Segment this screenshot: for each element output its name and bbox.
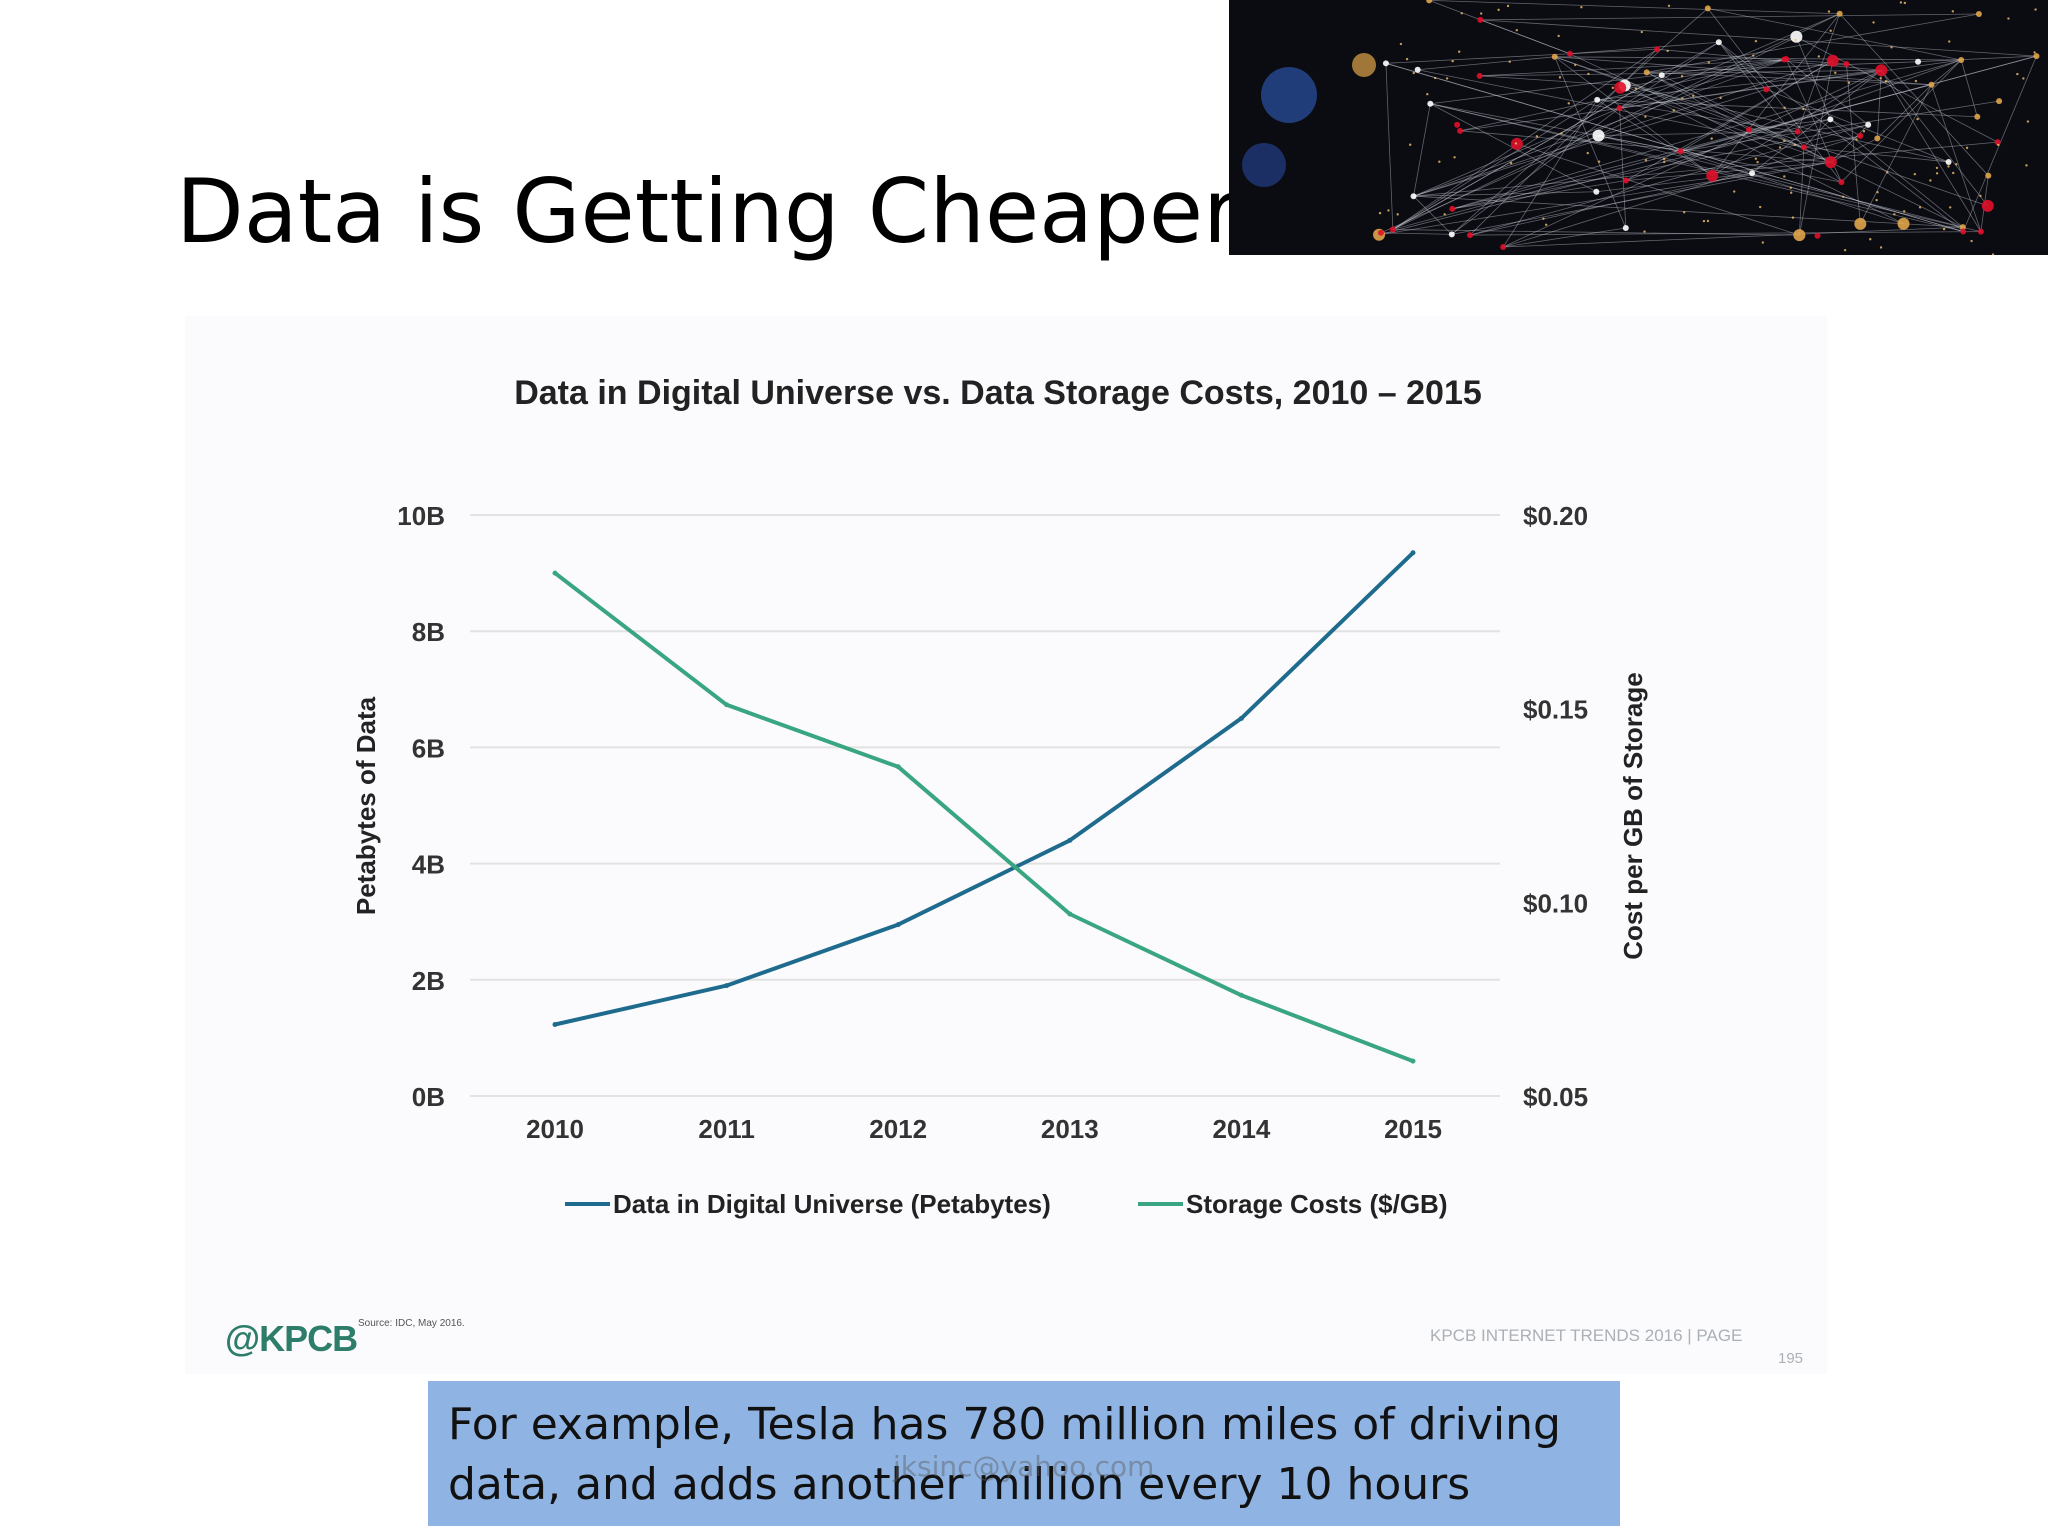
legend-label-data: Data in Digital Universe (Petabytes) — [613, 1189, 1051, 1219]
y-tick-label: 10B — [397, 501, 445, 531]
chart-title: Data in Digital Universe vs. Data Storag… — [514, 374, 1482, 412]
callout-text: For example, Tesla has 780 million miles… — [448, 1399, 1561, 1510]
watermark: jksinc@yahoo.com — [893, 1450, 1155, 1483]
data-point — [1410, 1058, 1416, 1064]
y-tick-label: 2B — [412, 966, 445, 996]
data-point — [895, 764, 901, 770]
data-point — [552, 1022, 558, 1028]
y2-tick-label: $0.20 — [1523, 501, 1588, 531]
y2-tick-label: $0.10 — [1523, 888, 1588, 918]
y-tick-label: 6B — [412, 733, 445, 763]
data-point — [1410, 550, 1416, 556]
series-line-storage — [553, 571, 1415, 1064]
data-point — [724, 983, 730, 989]
footer-brand-logo: @KPCB — [225, 1318, 358, 1359]
chart-panel: Data in Digital Universe vs. Data Storag… — [185, 316, 1827, 1374]
line-chart: Data in Digital Universe vs. Data Storag… — [351, 374, 1648, 1219]
data-point — [1238, 992, 1244, 998]
x-tick-label: 2010 — [526, 1114, 584, 1144]
x-tick-label: 2015 — [1384, 1114, 1442, 1144]
x-tick-label: 2011 — [698, 1114, 754, 1144]
slide-title: Data is Getting Cheaper — [176, 160, 1240, 263]
data-point — [1067, 837, 1073, 843]
data-point — [724, 702, 730, 708]
footer-report-label: KPCB INTERNET TRENDS 2016 | PAGE — [1430, 1326, 1743, 1345]
y-axis-label: Petabytes of Data — [351, 696, 381, 915]
y-tick-label: 4B — [412, 850, 445, 880]
network-graphic — [1242, 0, 2040, 255]
y-tick-label: 8B — [412, 617, 445, 647]
footer-page-number: 195 — [1778, 1350, 1804, 1367]
data-point — [1238, 715, 1244, 721]
y2-tick-label: $0.15 — [1523, 695, 1588, 725]
data-point — [552, 570, 558, 576]
x-tick-label: 2012 — [869, 1114, 927, 1144]
legend-label-storage: Storage Costs ($/GB) — [1186, 1189, 1448, 1219]
series-line-data — [553, 550, 1415, 1027]
footer-source: Source: IDC, May 2016. — [358, 1318, 465, 1329]
y2-axis-label: Cost per GB of Storage — [1618, 672, 1648, 959]
data-point — [1067, 911, 1073, 917]
callout-box: For example, Tesla has 780 million miles… — [428, 1381, 1620, 1526]
y2-tick-label: $0.05 — [1523, 1082, 1588, 1112]
y-tick-label: 0B — [412, 1082, 445, 1112]
x-tick-label: 2014 — [1212, 1114, 1270, 1144]
network-hero-image — [1229, 0, 2048, 255]
x-tick-label: 2013 — [1041, 1114, 1099, 1144]
data-point — [895, 922, 901, 928]
